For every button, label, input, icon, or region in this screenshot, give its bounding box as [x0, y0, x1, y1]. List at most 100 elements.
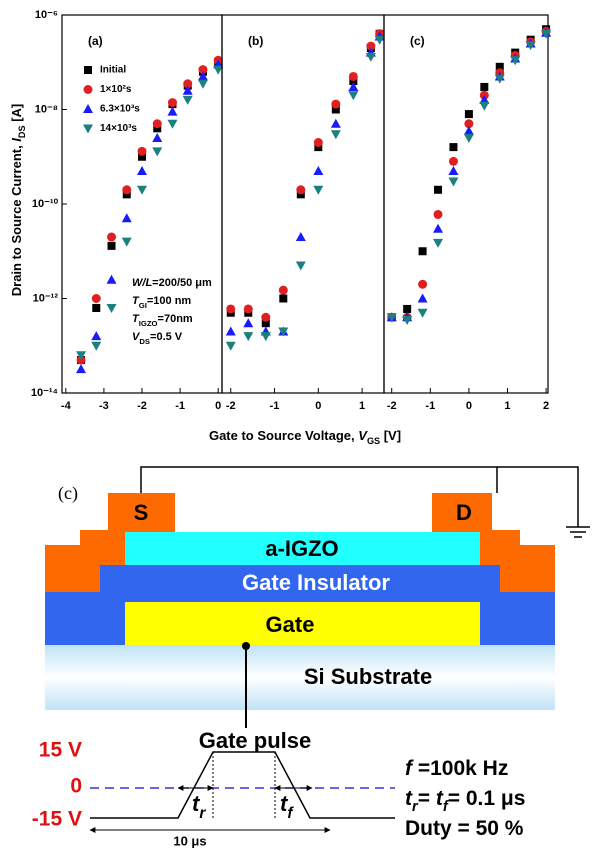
text-part: f [443, 799, 450, 815]
text-part: V [132, 331, 141, 343]
insulator-label: Gate Insulator [242, 570, 390, 595]
marker-circle [226, 304, 236, 314]
text-part: GI [139, 301, 147, 310]
marker-triangle [225, 341, 236, 351]
marker-square [153, 124, 162, 133]
marker-circle [331, 99, 341, 109]
text-part: Duty = 50 % [405, 817, 524, 840]
marker-circle [198, 65, 208, 75]
text-part: f [405, 757, 414, 780]
marker-triangle [260, 332, 271, 342]
text-part: I [9, 138, 24, 142]
marker-circle [278, 285, 288, 295]
marker-triangle [330, 130, 341, 140]
text-part: [A] [9, 104, 24, 126]
y-axis-label: Drain to Source Current, IDS [A] [9, 104, 27, 297]
panel: -2 -1 0 1 (b) [221, 14, 385, 412]
rise-label: tr [192, 791, 206, 822]
marker-triangle [121, 237, 132, 247]
legend-marker [84, 66, 92, 74]
marker-square [261, 319, 270, 328]
param: Duty = 50 % [405, 817, 524, 840]
diagram-label: (c) [58, 483, 78, 504]
marker-triangle [137, 165, 147, 175]
marker-triangle [463, 133, 474, 143]
marker-triangle [225, 326, 236, 336]
marker-triangle [417, 308, 428, 318]
marker-triangle [330, 118, 341, 128]
x-tick-label: 0 [315, 400, 321, 412]
marker-triangle [479, 101, 490, 111]
x-tick-label: -2 [137, 400, 147, 412]
marker-circle [296, 185, 306, 195]
wire [497, 466, 579, 527]
device-diagram: (c) S D a-IGZO Gate Insulator Gate Si Su… [32, 466, 590, 848]
x-tick-label: 0 [215, 400, 221, 412]
text-part: =100 nm [147, 295, 192, 307]
text-part: =70nm [158, 313, 193, 325]
text-part: = 0.1 μs [448, 787, 526, 810]
marker-circle [137, 146, 147, 156]
marker-triangle [448, 177, 459, 187]
fall-label: tf [280, 791, 294, 822]
text-part: =100k Hz [412, 757, 508, 780]
marker-circle [183, 79, 193, 89]
marker-triangle [76, 364, 87, 374]
panel-label: (c) [410, 34, 425, 48]
marker-circle [261, 312, 271, 322]
marker-triangle [152, 132, 163, 142]
panel-label: (b) [248, 34, 263, 48]
text-part: =0.5 V [150, 331, 183, 343]
marker-triangle [479, 94, 490, 104]
marker-triangle [106, 274, 117, 284]
marker-triangle [182, 95, 193, 105]
substrate-label: Si Substrate [304, 664, 432, 689]
marker-square [449, 143, 458, 152]
marker-square [107, 241, 116, 250]
annotation: VDS=0.5 V [132, 331, 183, 346]
marker-triangle [91, 331, 102, 341]
marker-square [92, 303, 101, 312]
marker-triangle [402, 316, 413, 326]
marker-triangle [295, 232, 306, 242]
x-tick-label: -1 [175, 400, 185, 412]
marker-circle [348, 71, 358, 81]
marker-triangle [243, 332, 254, 342]
x-tick-label: 1 [504, 400, 510, 412]
text-part: = [418, 787, 436, 810]
marker-triangle [313, 185, 324, 195]
x-tick-label: -1 [270, 400, 280, 412]
marker-triangle [91, 341, 102, 351]
text-part: V [358, 428, 368, 443]
text-part: r [199, 805, 206, 822]
wire [140, 466, 498, 493]
marker-circle [418, 279, 428, 289]
marker-circle [433, 209, 443, 219]
text-part: r [412, 799, 419, 815]
param: tr= tf= 0.1 μs [405, 787, 525, 815]
marker-triangle [76, 351, 87, 361]
channel [125, 532, 480, 565]
marker-circle [107, 232, 117, 242]
panel: -4 -3 -2 -1 0 10⁻¹⁴ 10⁻¹² 10⁻¹⁰ 10⁻⁸ 10⁻⁶ (a) Initi… [31, 9, 224, 412]
y-tick-label: 10⁻¹⁴ [31, 387, 58, 399]
marker-square [314, 143, 323, 152]
marker-triangle [374, 35, 385, 45]
text-part: IGZO [139, 319, 158, 328]
legend-label: 1×10²s [100, 84, 132, 95]
legend-marker [83, 124, 93, 134]
legend-marker [83, 85, 93, 94]
source-label: S [134, 500, 149, 525]
text-part: t [405, 787, 413, 810]
y-tick-label: 10⁻⁶ [35, 9, 58, 21]
x-tick-label: -1 [425, 400, 435, 412]
text-part: t [280, 791, 289, 816]
marker-triangle [510, 56, 521, 66]
text-part: [V] [380, 428, 401, 443]
marker-triangle [365, 52, 376, 62]
param: f =100k Hz [405, 757, 508, 780]
marker-triangle [313, 165, 324, 175]
annotation: TIGZO=70nm [132, 313, 193, 328]
